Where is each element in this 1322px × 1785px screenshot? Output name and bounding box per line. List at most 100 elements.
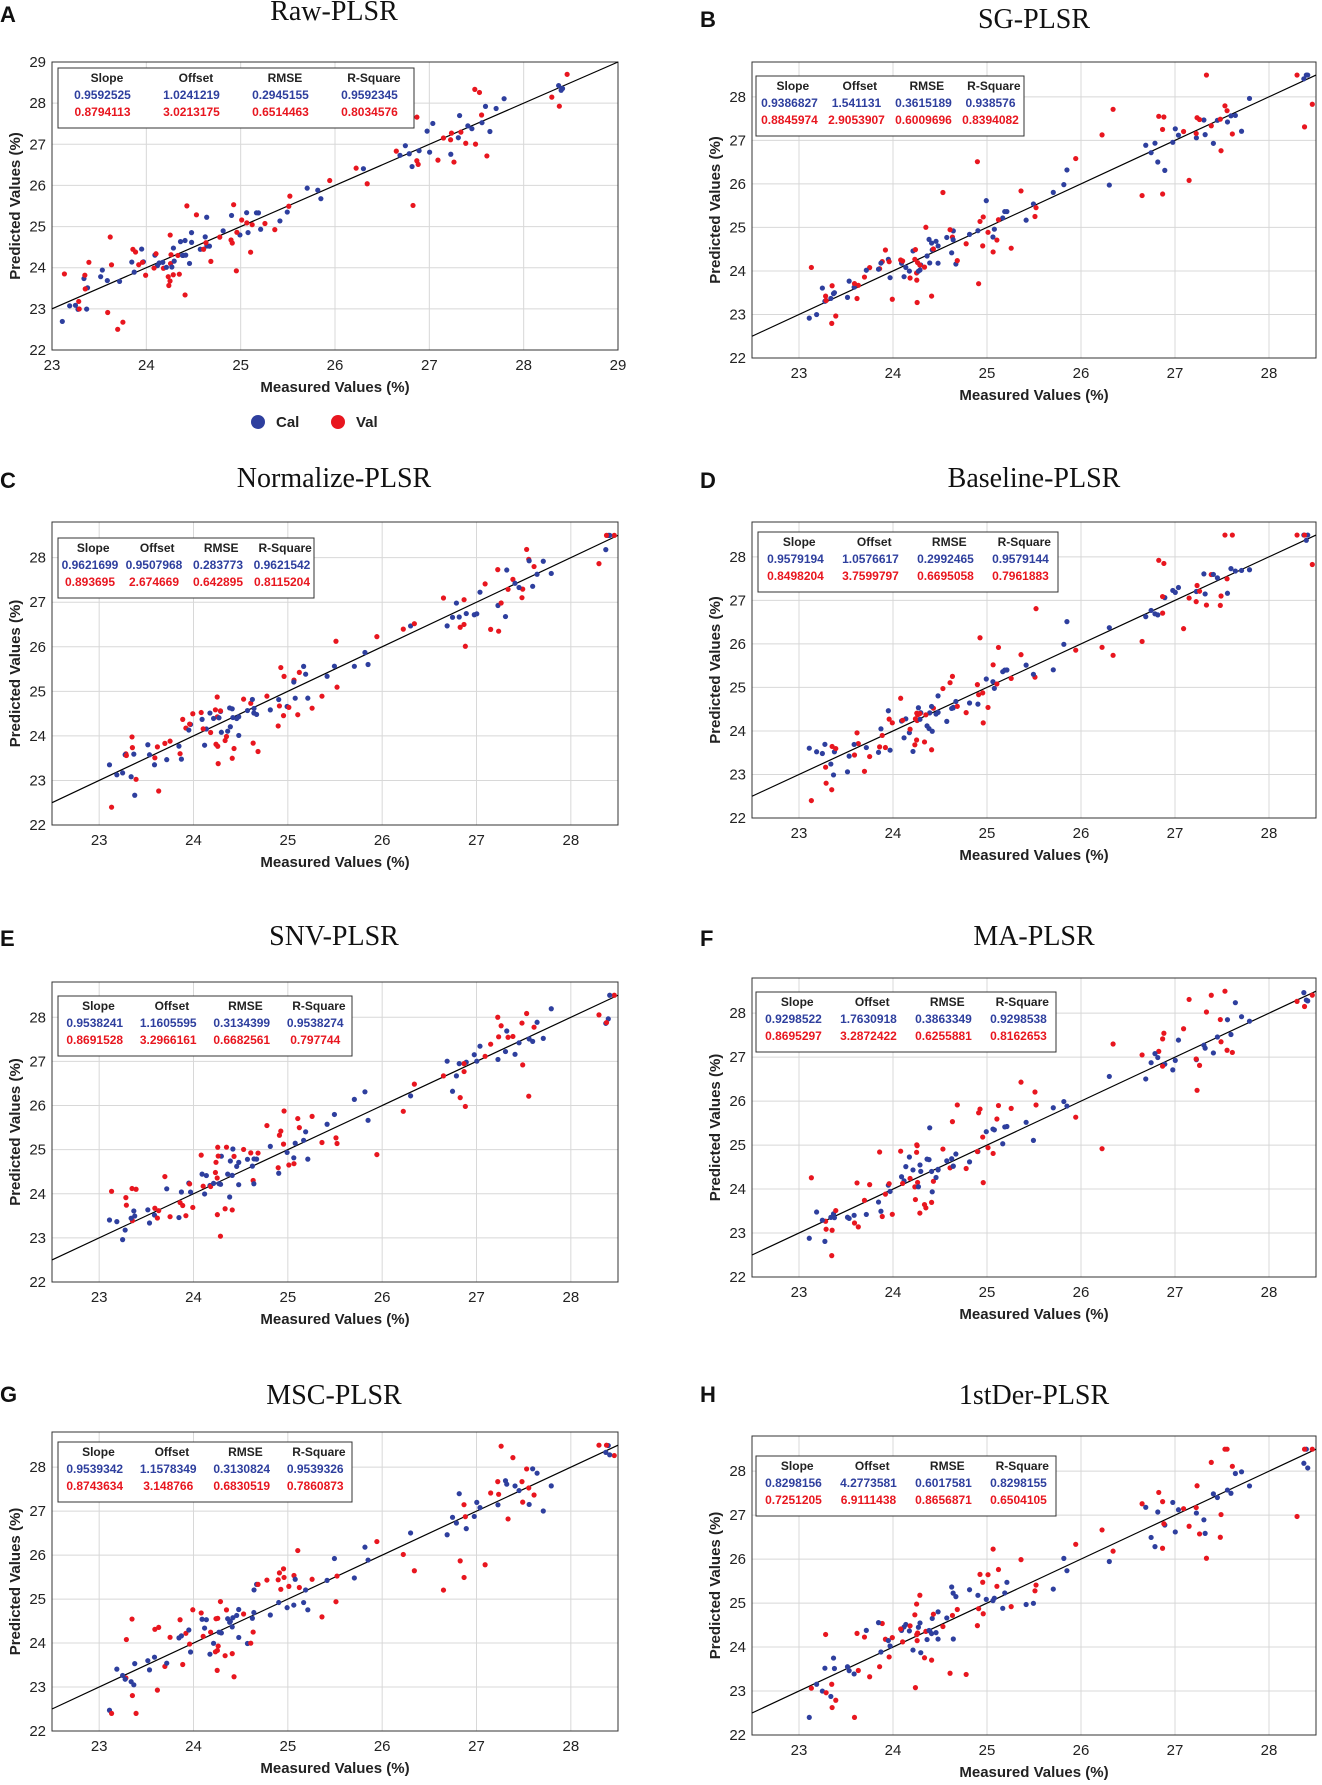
val-point	[281, 1108, 287, 1114]
val-point	[976, 1606, 982, 1612]
cal-point	[1002, 1590, 1008, 1596]
stats-cal-value: 1.7630918	[840, 1012, 897, 1026]
val-point	[808, 264, 814, 271]
val-point	[1180, 1026, 1187, 1032]
val-point	[1222, 1446, 1228, 1452]
stats-val-value: 0.8394082	[962, 113, 1019, 127]
val-point	[1217, 1534, 1223, 1540]
y-tick-label: 24	[29, 260, 46, 277]
cal-point	[303, 1129, 309, 1135]
val-point	[963, 710, 969, 716]
fit-line	[51, 994, 619, 1261]
val-point	[1160, 1499, 1166, 1505]
stats-box	[755, 75, 1025, 137]
cal-point	[1228, 1490, 1234, 1496]
cal-point	[512, 1051, 518, 1057]
val-point	[222, 737, 228, 744]
cal-point	[929, 1189, 935, 1195]
val-point	[930, 1178, 937, 1184]
val-point	[177, 751, 183, 757]
cal-point	[1202, 1530, 1208, 1536]
val-point	[1110, 1041, 1116, 1047]
val-point	[917, 710, 923, 717]
val-point	[833, 745, 839, 752]
val-point	[1294, 72, 1300, 78]
cal-point	[819, 750, 825, 757]
cal-point	[935, 1636, 941, 1642]
val-point	[86, 259, 92, 265]
val-point	[1196, 588, 1203, 594]
val-point	[1222, 103, 1228, 109]
val-point	[1309, 561, 1315, 568]
cal-point	[926, 1157, 932, 1163]
y-tick-label: 25	[29, 1591, 46, 1608]
cal-point	[901, 735, 907, 741]
x-tick-label: 27	[1167, 825, 1184, 842]
val-point	[353, 165, 359, 171]
cal-point	[819, 1217, 825, 1223]
cal-point	[1106, 1558, 1112, 1565]
x-tick-label: 26	[1073, 365, 1090, 382]
val-point	[212, 707, 219, 713]
val-point	[977, 218, 983, 225]
val-point	[974, 1148, 980, 1155]
x-tick-label: 24	[185, 1738, 202, 1755]
val-point	[1161, 560, 1167, 567]
y-axis-label: Predicted Values (%)	[707, 1512, 724, 1660]
cal-point	[362, 1544, 368, 1550]
val-point	[212, 1649, 219, 1655]
cal-point	[1202, 591, 1208, 597]
val-point	[133, 776, 139, 782]
cal-point	[1155, 1054, 1161, 1061]
val-point	[1217, 1016, 1223, 1023]
x-axis-label: Measured Values (%)	[260, 854, 409, 871]
stats-cal-value: 0.9621699	[62, 558, 119, 572]
stats-cal-value: 0.9507968	[126, 558, 183, 572]
val-point	[531, 1492, 537, 1498]
cal-point	[477, 1043, 483, 1049]
val-point	[1186, 1523, 1192, 1529]
x-tick-label: 26	[1073, 825, 1090, 842]
cal-point	[983, 676, 989, 682]
val-point	[472, 86, 478, 92]
x-tick-label: 26	[1073, 1742, 1090, 1759]
val-point	[255, 748, 261, 755]
cal-point	[885, 1637, 891, 1644]
stats-cal-value: 0.8298156	[765, 1476, 822, 1490]
cal-point	[1210, 571, 1216, 578]
cal-point	[176, 1214, 182, 1221]
val-point	[154, 1687, 160, 1693]
val-point	[524, 1466, 530, 1472]
val-point	[947, 227, 953, 233]
stats-cal-value: 0.9539326	[287, 1462, 344, 1476]
cal-point	[966, 700, 973, 706]
val-point	[175, 252, 181, 259]
cal-point	[1000, 215, 1006, 221]
val-point	[1186, 996, 1192, 1003]
val-point	[1301, 532, 1308, 538]
x-tick-label: 27	[468, 1738, 485, 1755]
plot-frame	[751, 1435, 1317, 1736]
cal-point	[114, 1219, 120, 1225]
stats-header: Slope	[781, 1459, 814, 1473]
val-point	[165, 274, 171, 280]
cal-point	[1064, 619, 1070, 625]
y-tick-label: 25	[729, 1595, 746, 1612]
val-point	[510, 576, 516, 582]
cal-point	[828, 1693, 834, 1700]
val-point	[898, 257, 904, 263]
val-point	[280, 713, 287, 719]
cal-point	[878, 726, 884, 732]
x-tick-label: 25	[279, 832, 296, 849]
cal-point	[303, 671, 309, 677]
fit-line	[51, 61, 619, 310]
val-point	[461, 1061, 467, 1067]
val-point	[281, 673, 287, 679]
cal-point	[251, 705, 257, 712]
fit-line	[751, 534, 1317, 797]
val-point	[823, 1690, 829, 1696]
val-point	[1194, 1087, 1200, 1093]
cal-point	[430, 120, 436, 127]
val-point	[208, 258, 214, 264]
cal-point	[203, 1172, 209, 1179]
